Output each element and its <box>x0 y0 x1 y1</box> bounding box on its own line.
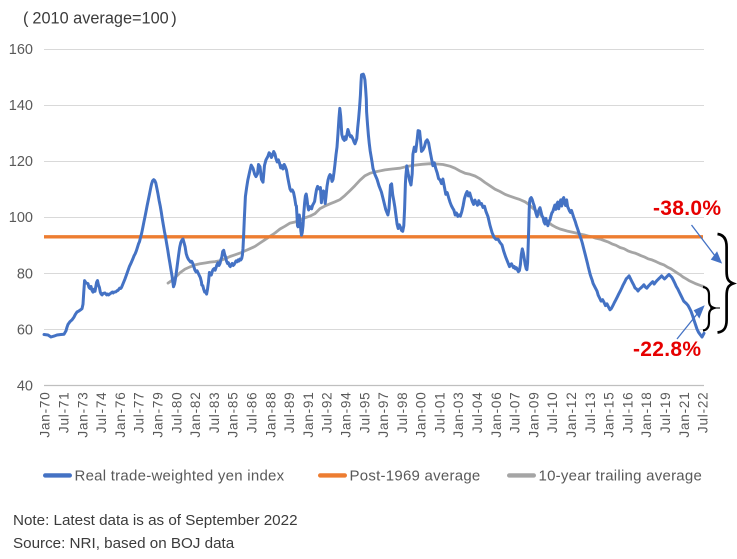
svg-text:Jul-92: Jul-92 <box>320 392 335 434</box>
svg-text:Jan-70: Jan-70 <box>38 392 53 438</box>
svg-text:Jul-16: Jul-16 <box>620 392 635 434</box>
svg-text:-22.8%: -22.8% <box>633 338 701 361</box>
svg-text:Jul-22: Jul-22 <box>696 392 711 434</box>
svg-text:Jul-19: Jul-19 <box>658 392 673 434</box>
svg-text:Jul-77: Jul-77 <box>132 392 147 434</box>
svg-text:Jul-71: Jul-71 <box>57 392 72 434</box>
svg-text:Jul-95: Jul-95 <box>357 392 372 434</box>
svg-text:Post-1969 average: Post-1969 average <box>350 468 481 485</box>
svg-text:Real trade-weighted yen index: Real trade-weighted yen index <box>75 468 285 485</box>
svg-text:Jul-89: Jul-89 <box>282 392 297 434</box>
svg-text:Jan-76: Jan-76 <box>113 392 128 438</box>
svg-text:10-year trailing average: 10-year trailing average <box>539 468 703 485</box>
svg-text:160: 160 <box>9 42 33 58</box>
svg-text:Jan-21: Jan-21 <box>677 392 692 438</box>
svg-text:80: 80 <box>17 266 33 282</box>
svg-text:Jul-80: Jul-80 <box>169 392 184 434</box>
svg-text:Jan-18: Jan-18 <box>639 392 654 438</box>
svg-text:Jan-88: Jan-88 <box>263 392 278 438</box>
svg-text:Note: Latest data is as of Sep: Note: Latest data is as of September 202… <box>13 512 298 529</box>
svg-text:Jan-00: Jan-00 <box>414 392 429 438</box>
svg-text:Jul-01: Jul-01 <box>432 392 447 434</box>
svg-text:(2010 average=100): (2010 average=100) <box>23 10 177 28</box>
svg-text:60: 60 <box>17 322 33 338</box>
svg-text:Jan-09: Jan-09 <box>526 392 541 438</box>
svg-text:Jul-04: Jul-04 <box>470 392 485 434</box>
svg-text:Jan-12: Jan-12 <box>564 392 579 438</box>
svg-text:Source: NRI, based on BOJ data: Source: NRI, based on BOJ data <box>13 535 235 552</box>
svg-text:Jan-82: Jan-82 <box>188 392 203 438</box>
svg-text:Jul-83: Jul-83 <box>207 392 222 434</box>
svg-text:Jul-74: Jul-74 <box>94 392 109 434</box>
svg-text:Jan-15: Jan-15 <box>602 392 617 438</box>
svg-text:Jul-10: Jul-10 <box>545 392 560 434</box>
svg-text:120: 120 <box>9 154 33 170</box>
svg-text:140: 140 <box>9 98 33 114</box>
svg-text:Jul-98: Jul-98 <box>395 392 410 434</box>
svg-text:Jul-13: Jul-13 <box>583 392 598 434</box>
svg-text:100: 100 <box>9 210 33 226</box>
svg-text:Jul-86: Jul-86 <box>245 392 260 434</box>
svg-text:Jan-03: Jan-03 <box>451 392 466 438</box>
svg-text:Jan-91: Jan-91 <box>301 392 316 438</box>
svg-text:40: 40 <box>17 379 33 395</box>
svg-text:-38.0%: -38.0% <box>653 197 721 220</box>
svg-text:Jan-85: Jan-85 <box>226 392 241 438</box>
svg-text:Jan-79: Jan-79 <box>151 392 166 438</box>
svg-text:Jan-97: Jan-97 <box>376 392 391 438</box>
svg-text:Jan-06: Jan-06 <box>489 392 504 438</box>
svg-text:Jan-94: Jan-94 <box>339 392 354 438</box>
svg-text:Jan-73: Jan-73 <box>75 392 90 438</box>
svg-text:Jul-07: Jul-07 <box>508 392 523 434</box>
